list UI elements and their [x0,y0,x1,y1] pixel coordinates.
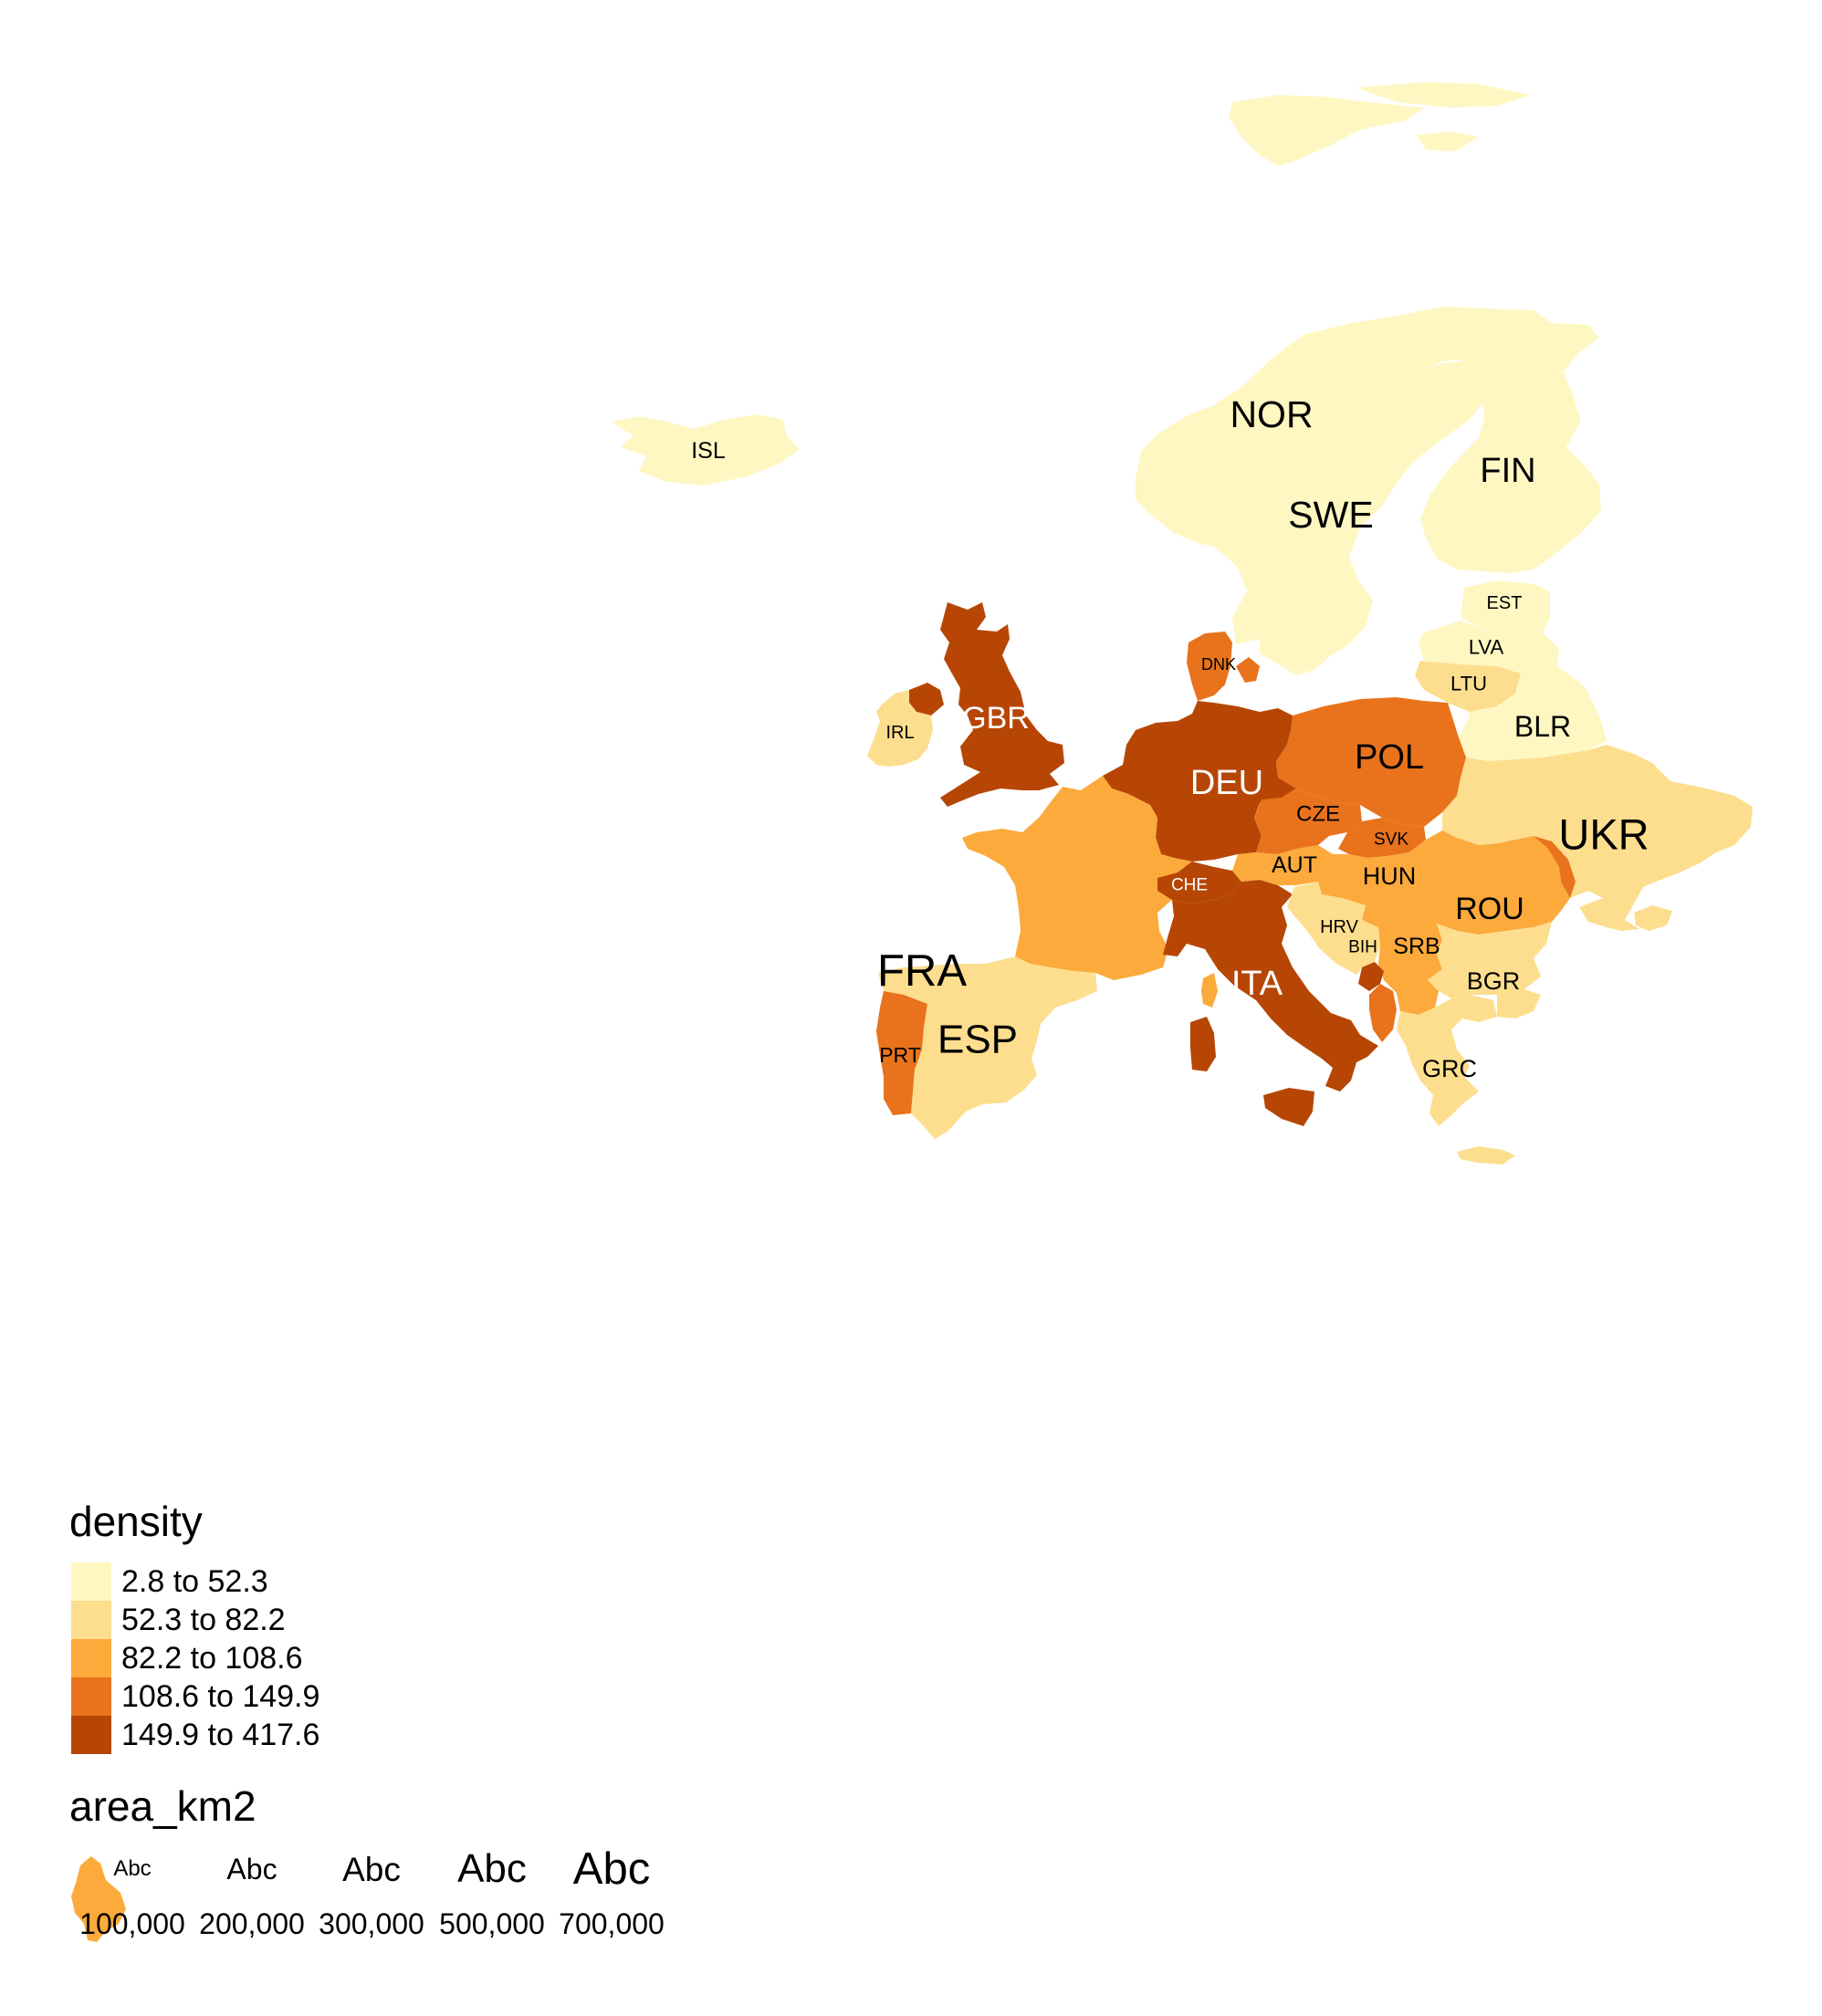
legend-area-shape [71,1856,126,1942]
land-ITA-sardinia [1190,1017,1216,1071]
land-CHE [1157,862,1241,904]
legend-size-sample-4: Abc [572,1844,651,1894]
label-CZE: CZE [1296,802,1340,827]
legend-label-0: 2.8 to 52.3 [121,1564,268,1599]
legend-size-value-1: 200,000 [199,1907,305,1940]
label-ITA: ITA [1231,965,1283,1003]
land-FIN [1420,325,1601,573]
label-HRV: HRV [1320,917,1359,937]
legend-size-sample-3: Abc [457,1846,527,1891]
label-PRT: PRT [879,1043,921,1067]
land-svalbard-small [1417,131,1479,151]
land-DNK-zealand [1236,657,1260,683]
legend-size-sample-2: Abc [342,1851,401,1888]
label-HUN: HUN [1363,862,1417,890]
legend-size-value-4: 700,000 [559,1907,665,1940]
land-SVK [1338,818,1426,858]
land-svalbard-east [1356,82,1530,108]
land-corsica [1201,973,1218,1008]
legend-size-value-2: 300,000 [319,1907,424,1940]
label-UKR: UKR [1558,810,1649,859]
label-BIH: BIH [1348,938,1377,957]
legend-size-value-0: 100,000 [79,1907,185,1940]
label-DNK: DNK [1201,655,1236,674]
label-LTU: LTU [1450,673,1487,695]
land-tur-eu [1497,989,1541,1018]
land-mkd [1397,980,1439,1015]
land-POL [1276,697,1466,827]
land-LTU [1415,661,1521,712]
land-NOR [1136,307,1599,644]
label-DEU: DEU [1190,764,1263,802]
land-GBR-ni [909,683,944,716]
label-SWE: SWE [1288,494,1373,536]
label-AUT: AUT [1272,852,1317,878]
legend-swatch-3 [71,1677,111,1716]
land-crimea [1634,905,1672,931]
legend-swatch-2 [71,1639,111,1677]
land-SRB [1362,894,1442,993]
land-GRC [1397,995,1497,1126]
legend-swatch-4 [71,1716,111,1754]
label-BLR: BLR [1514,710,1571,743]
land-BIH [1314,913,1380,967]
land-LVA [1419,621,1559,672]
label-ROU: ROU [1455,892,1524,926]
label-FRA: FRA [877,946,967,996]
land-DNK [1187,632,1232,701]
legend-label-3: 108.6 to 149.9 [121,1679,320,1714]
legend-label-1: 52.3 to 82.2 [121,1603,286,1637]
land-ROU [1409,830,1570,935]
legend-size-sample-0: Abc [113,1856,152,1881]
label-FIN: FIN [1480,452,1535,490]
land-IRL [867,690,933,767]
label-ESP: ESP [937,1018,1018,1062]
legend-label-2: 82.2 to 108.6 [121,1641,303,1676]
land-DEU [1103,701,1296,862]
label-SRB: SRB [1393,934,1440,959]
land-alb [1369,984,1397,1042]
label-NOR: NOR [1230,393,1313,435]
land-SWE [1260,361,1484,675]
land-HUN [1318,840,1442,905]
land-CZE [1254,789,1362,854]
legend-size-value-3: 500,000 [439,1907,545,1940]
legend-area-title: area_km2 [69,1782,257,1830]
land-BLR [1459,666,1607,761]
label-ISL: ISL [691,438,726,464]
label-POL: POL [1355,738,1424,777]
land-ESP [878,956,1097,1139]
label-BGR: BGR [1467,967,1521,995]
label-CHE: CHE [1171,876,1208,895]
land-UKR [1442,745,1753,931]
land-mne [1358,962,1384,991]
legend-swatch-0 [71,1562,111,1601]
land-ISL [612,414,800,486]
land-PRT [876,991,927,1115]
land-GRC-crete [1457,1146,1515,1165]
legend-swatch-1 [71,1601,111,1639]
land-ITA-sicily [1263,1088,1314,1126]
land-FRA [962,776,1192,980]
land-AUT [1232,845,1333,885]
label-IRL: IRL [885,723,914,743]
land-EST [1461,580,1550,633]
label-GBR: GBR [962,701,1030,736]
label-GRC: GRC [1422,1055,1477,1082]
land-BGR [1428,922,1552,998]
label-LVA: LVA [1469,636,1504,659]
land-GBR [940,602,1064,807]
label-SVK: SVK [1374,830,1408,850]
legend-size-sample-1: Abc [226,1853,277,1885]
legend-density-title: density [69,1498,203,1545]
land-mda [1534,836,1576,898]
label-EST: EST [1487,593,1523,613]
land-ITA [1163,880,1378,1092]
legend-label-4: 149.9 to 417.6 [121,1718,320,1752]
land-svalbard [1229,95,1424,166]
land-HRV [1287,882,1366,975]
